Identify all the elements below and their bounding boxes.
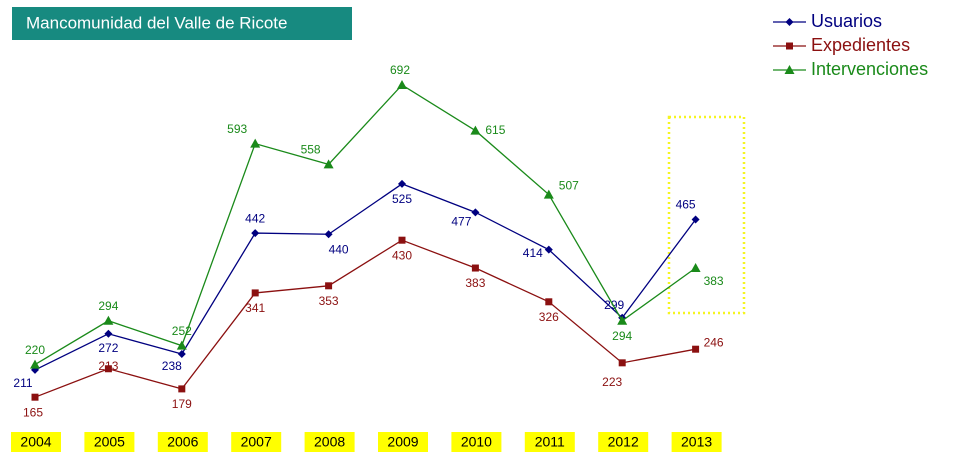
value-label: 272 — [98, 341, 118, 355]
value-label: 593 — [227, 122, 247, 136]
marker — [471, 264, 479, 272]
marker — [543, 189, 554, 199]
x-tick-label: 2009 — [387, 434, 418, 450]
value-label: 525 — [392, 192, 412, 206]
value-label: 213 — [98, 359, 118, 373]
legend-label: Usuarios — [811, 11, 882, 31]
marker — [690, 263, 701, 273]
category-box — [304, 432, 355, 452]
marker — [104, 329, 113, 338]
marker — [398, 236, 406, 244]
marker — [30, 359, 40, 369]
marker — [178, 385, 186, 393]
marker — [617, 315, 628, 325]
marker — [251, 229, 260, 238]
marker — [618, 359, 626, 367]
value-label: 507 — [559, 179, 579, 193]
value-label: 252 — [172, 324, 192, 338]
marker — [691, 215, 700, 224]
x-tick-label: 2005 — [94, 434, 125, 450]
marker — [251, 289, 259, 297]
value-label: 165 — [23, 405, 43, 419]
marker — [692, 345, 700, 353]
marker — [325, 282, 333, 290]
value-label: 383 — [465, 276, 485, 290]
marker — [470, 125, 481, 135]
value-label: 440 — [329, 242, 349, 256]
value-label: 692 — [390, 63, 410, 77]
x-tick-label: 2004 — [20, 434, 51, 450]
x-tick-label: 2006 — [167, 434, 198, 450]
x-tick-label: 2013 — [681, 434, 712, 450]
legend-label: Expedientes — [811, 35, 910, 55]
marker — [398, 179, 406, 188]
category-box — [84, 432, 135, 452]
value-label: 414 — [523, 246, 543, 260]
value-label: 430 — [392, 248, 412, 262]
marker — [103, 315, 114, 325]
marker — [397, 79, 407, 89]
marker — [323, 159, 334, 169]
title-box — [12, 7, 352, 40]
category-box — [157, 432, 208, 452]
marker — [785, 18, 794, 26]
series-line — [34, 239, 696, 398]
marker — [104, 365, 112, 373]
category-box — [671, 432, 722, 452]
marker — [250, 138, 261, 148]
value-label: 558 — [301, 143, 321, 157]
x-tick-label: 2007 — [241, 434, 272, 450]
value-label: 246 — [704, 335, 724, 349]
value-label: 238 — [162, 359, 182, 373]
x-tick-label: 2008 — [314, 434, 345, 450]
value-label: 383 — [704, 274, 724, 288]
x-tick-label: 2010 — [461, 434, 492, 450]
value-label: 615 — [485, 123, 505, 137]
value-label: 294 — [98, 299, 118, 313]
series-line — [34, 183, 697, 371]
value-label: 353 — [319, 294, 339, 308]
value-label: 299 — [604, 298, 624, 312]
legend-label: Intervenciones — [811, 59, 928, 79]
value-label: 294 — [612, 329, 632, 343]
series-line — [34, 84, 696, 366]
x-tick-label: 2012 — [608, 434, 639, 450]
marker — [544, 245, 553, 254]
value-label: 326 — [539, 310, 559, 324]
marker — [177, 349, 186, 358]
value-label: 442 — [245, 211, 265, 225]
value-label: 477 — [451, 215, 471, 229]
value-label: 223 — [602, 375, 622, 389]
x-tick-label: 2011 — [535, 434, 565, 450]
category-box — [451, 432, 502, 452]
value-label: 465 — [676, 198, 696, 212]
value-label: 341 — [245, 301, 265, 315]
value-label: 220 — [25, 343, 45, 357]
category-box — [378, 432, 428, 452]
marker — [176, 340, 187, 350]
marker — [31, 393, 39, 401]
category-box — [524, 432, 575, 452]
marker — [471, 208, 480, 217]
marker — [324, 230, 333, 239]
value-label: 211 — [13, 376, 32, 390]
value-label: 179 — [172, 397, 192, 411]
category-box — [11, 432, 61, 452]
marker — [545, 298, 553, 306]
category-box — [598, 432, 649, 452]
marker — [784, 65, 795, 74]
category-box — [231, 432, 282, 452]
chart-title: Mancomunidad del Valle de Ricote — [26, 13, 287, 32]
marker — [786, 42, 793, 50]
